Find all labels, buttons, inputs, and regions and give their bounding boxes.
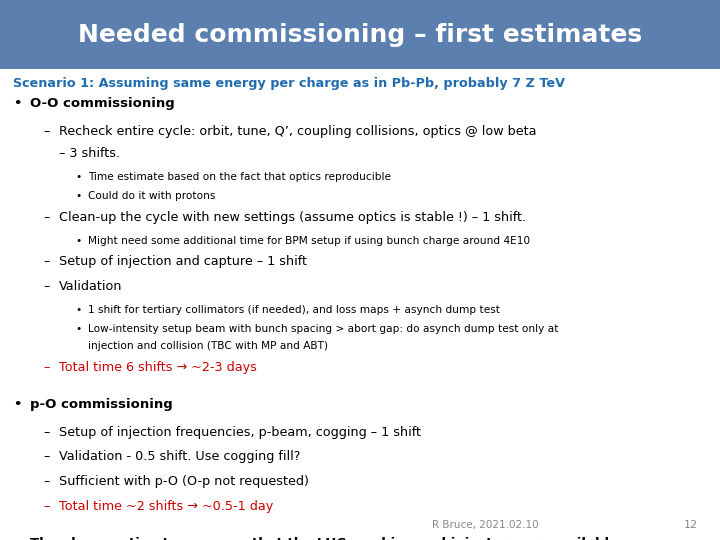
- Text: Setup of injection frequencies, p-beam, cogging – 1 shift: Setup of injection frequencies, p-beam, …: [59, 426, 421, 438]
- Text: Time estimate based on the fact that optics reproducible: Time estimate based on the fact that opt…: [88, 172, 391, 182]
- Text: •: •: [13, 397, 22, 410]
- Text: Validation - 0.5 shift. Use cogging fill?: Validation - 0.5 shift. Use cogging fill…: [59, 450, 300, 463]
- Text: Sufficient with p-O (O-p not requested): Sufficient with p-O (O-p not requested): [59, 475, 309, 488]
- Text: Clean-up the cycle with new settings (assume optics is stable !) – 1 shift.: Clean-up the cycle with new settings (as…: [59, 211, 526, 224]
- Text: –: –: [43, 426, 50, 438]
- Text: O-O commissioning: O-O commissioning: [30, 97, 175, 110]
- Text: –: –: [43, 125, 50, 138]
- Text: The above estimates assume that the LHC machine and injectors are available –: The above estimates assume that the LHC …: [30, 537, 630, 540]
- Text: injection and collision (TBC with MP and ABT): injection and collision (TBC with MP and…: [88, 341, 328, 352]
- Text: 12: 12: [684, 520, 698, 530]
- Text: Low-intensity setup beam with bunch spacing > abort gap: do asynch dump test onl: Low-intensity setup beam with bunch spac…: [88, 324, 558, 334]
- Text: Total time 6 shifts → ~2-3 days: Total time 6 shifts → ~2-3 days: [59, 361, 257, 374]
- Text: Might need some additional time for BPM setup if using bunch charge around 4E10: Might need some additional time for BPM …: [88, 235, 530, 246]
- Text: –: –: [43, 450, 50, 463]
- FancyBboxPatch shape: [0, 0, 720, 69]
- Text: •: •: [76, 305, 82, 315]
- Text: –: –: [43, 211, 50, 224]
- Text: –: –: [43, 361, 50, 374]
- Text: R Bruce, 2021.02.10: R Bruce, 2021.02.10: [432, 520, 539, 530]
- Text: Total time ~2 shifts → ~0.5-1 day: Total time ~2 shifts → ~0.5-1 day: [59, 500, 274, 513]
- Text: •: •: [76, 324, 82, 334]
- Text: –: –: [43, 500, 50, 513]
- Text: p-O commissioning: p-O commissioning: [30, 397, 173, 410]
- Text: Validation: Validation: [59, 280, 122, 293]
- Text: •: •: [13, 97, 22, 110]
- Text: Setup of injection and capture – 1 shift: Setup of injection and capture – 1 shift: [59, 255, 307, 268]
- Text: •: •: [13, 537, 22, 540]
- Text: Could do it with protons: Could do it with protons: [88, 191, 215, 201]
- Text: •: •: [76, 172, 82, 182]
- Text: Scenario 1: Assuming same energy per charge as in Pb-Pb, probably 7 Z TeV: Scenario 1: Assuming same energy per cha…: [13, 77, 565, 90]
- Text: Recheck entire cycle: orbit, tune, Q’, coupling collisions, optics @ low beta: Recheck entire cycle: orbit, tune, Q’, c…: [59, 125, 536, 138]
- Text: •: •: [76, 191, 82, 201]
- Text: – 3 shifts.: – 3 shifts.: [59, 147, 120, 160]
- Text: –: –: [43, 475, 50, 488]
- Text: •: •: [76, 235, 82, 246]
- Text: –: –: [43, 255, 50, 268]
- Text: 1 shift for tertiary collimators (if needed), and loss maps + asynch dump test: 1 shift for tertiary collimators (if nee…: [88, 305, 500, 315]
- Text: –: –: [43, 280, 50, 293]
- Text: Needed commissioning – first estimates: Needed commissioning – first estimates: [78, 23, 642, 46]
